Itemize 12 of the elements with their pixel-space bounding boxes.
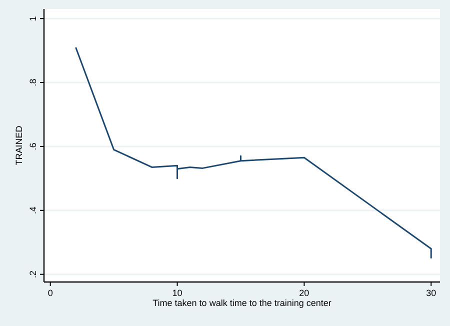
- y-tick-label: 1: [28, 16, 38, 22]
- y-tick-label: .2: [28, 270, 38, 278]
- y-tick-label: .6: [28, 142, 38, 150]
- y-tick-label: .8: [28, 78, 38, 86]
- x-tick-label: 20: [299, 288, 310, 298]
- x-tick-label: 0: [48, 288, 53, 298]
- x-tick-label: 30: [426, 288, 436, 298]
- x-axis-title: Time taken to walk time to the training center: [152, 298, 332, 308]
- y-tick-label: .4: [28, 206, 38, 214]
- x-tick-label: 10: [172, 288, 182, 298]
- y-axis-title: TRAINED: [14, 125, 24, 166]
- line-series: [74, 46, 432, 260]
